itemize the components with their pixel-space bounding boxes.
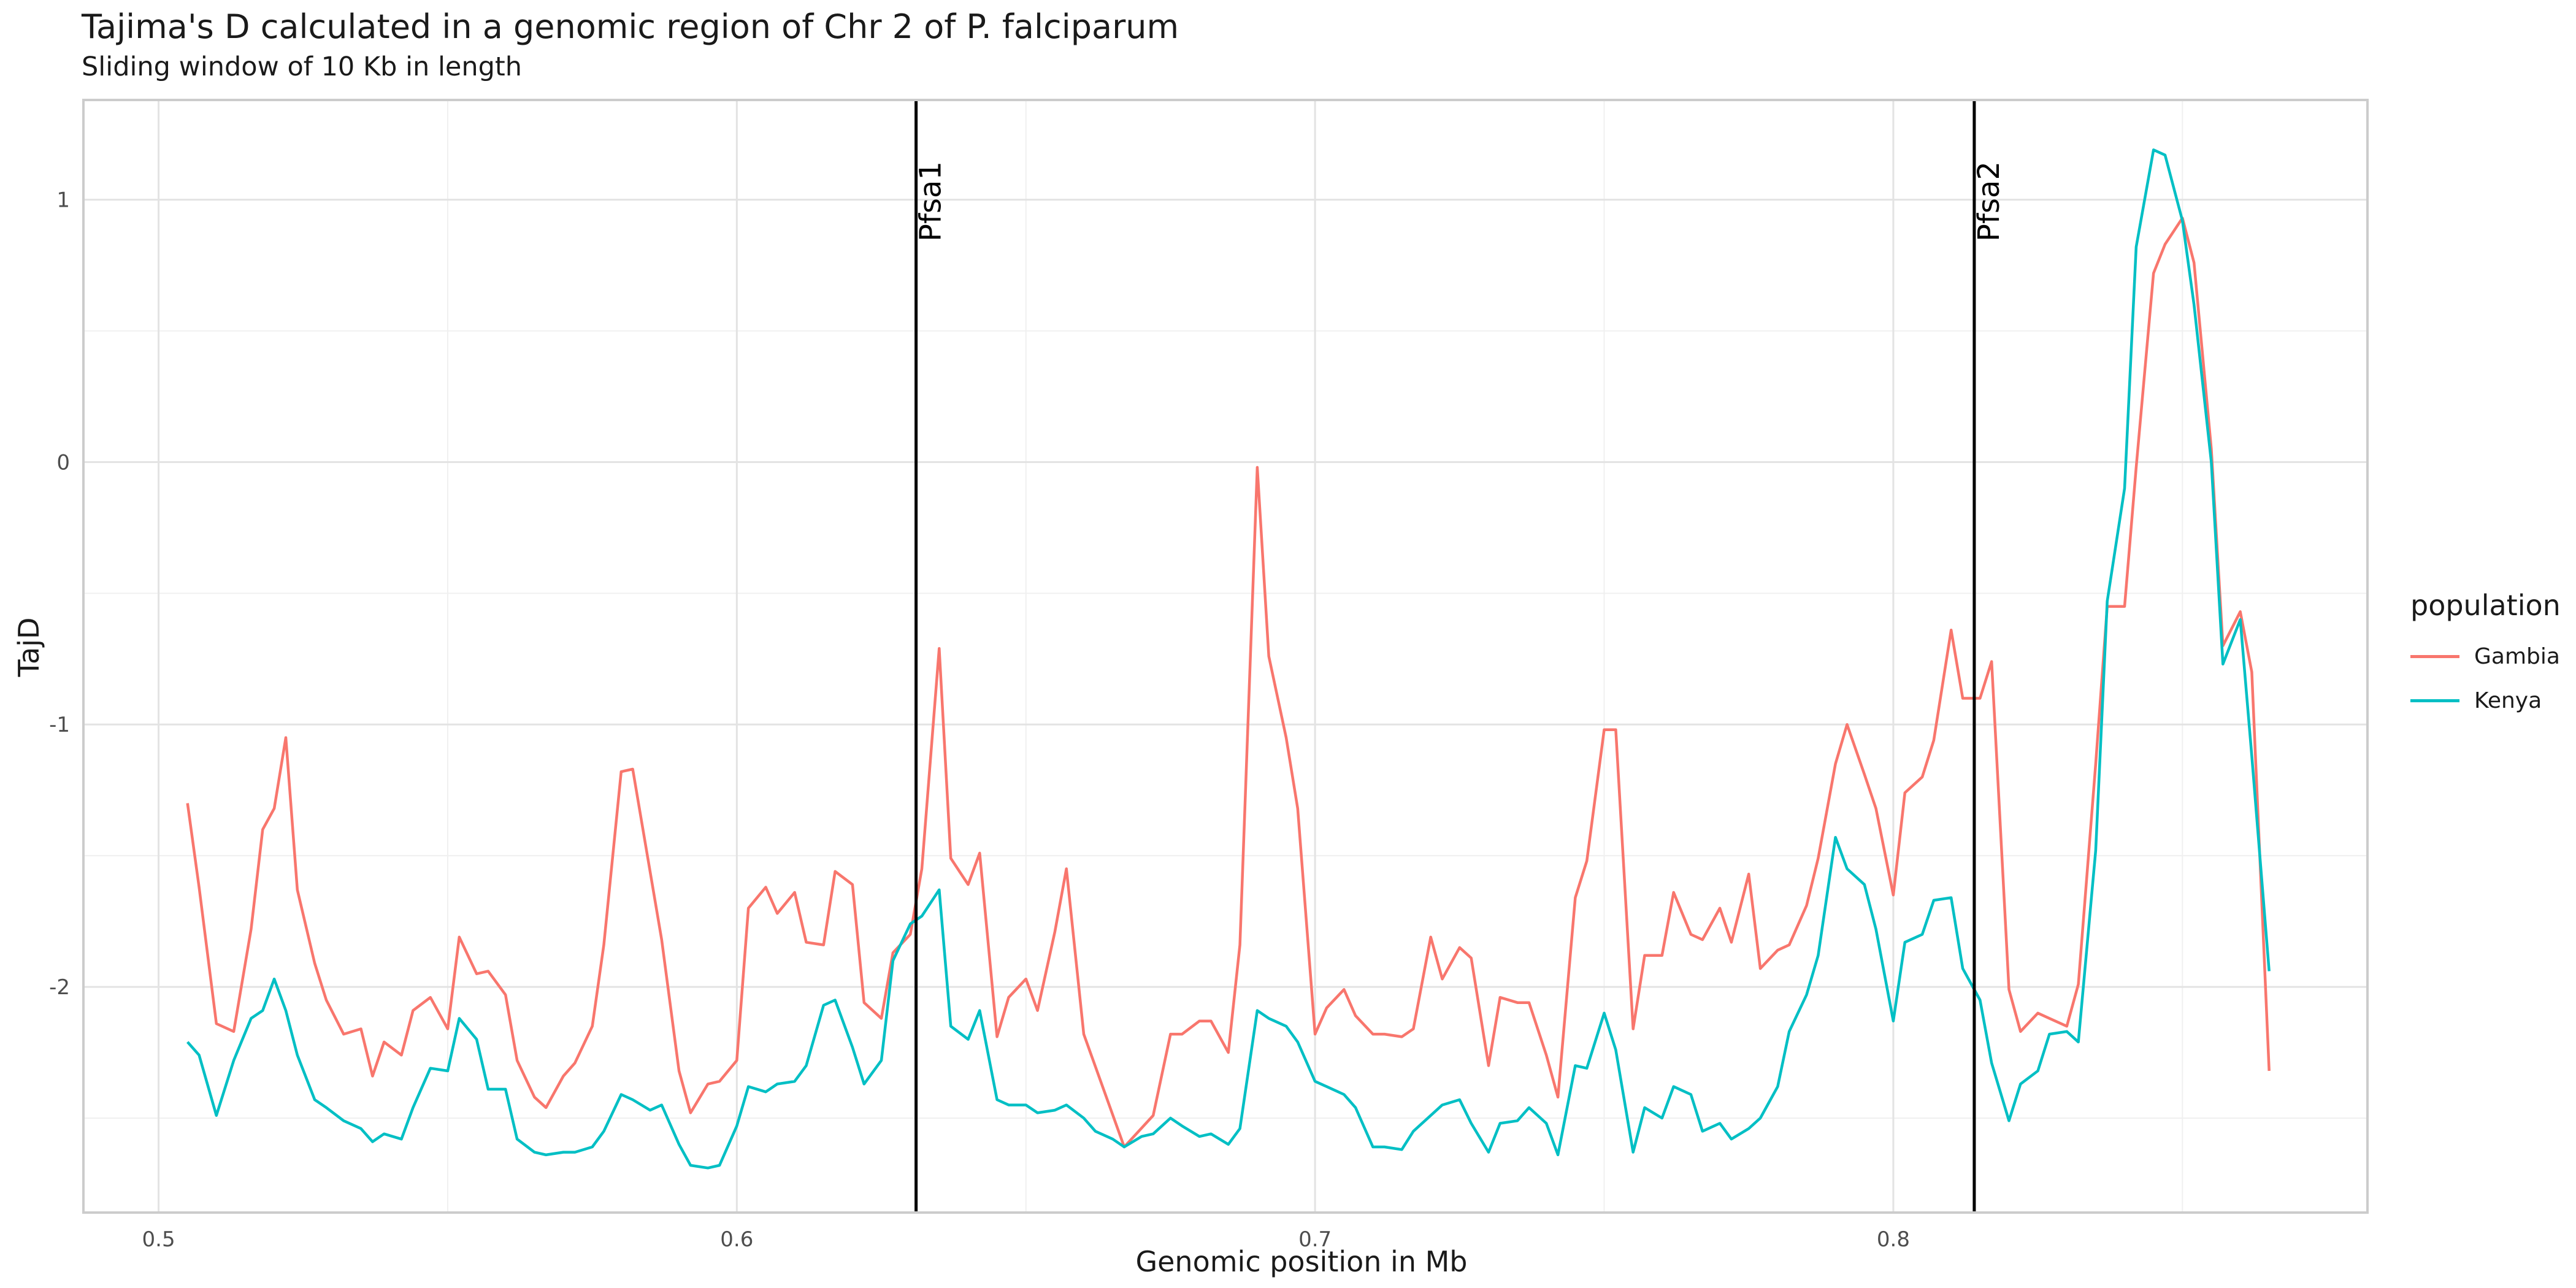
legend-key-gambia	[2410, 654, 2459, 658]
vline-label-pfsa2: Pfsa2	[1972, 161, 2006, 242]
plot-panel	[83, 100, 2367, 1213]
y-tick-label: -2	[49, 975, 70, 1000]
chart-subtitle: Sliding window of 10 Kb in length	[82, 52, 523, 82]
x-tick-label: 0.7	[1298, 1227, 1332, 1252]
legend-label-gambia: Gambia	[2474, 643, 2560, 669]
x-axis-label: Genomic position in Mb	[1135, 1245, 1468, 1278]
panel-border	[82, 99, 2369, 1214]
series-line-kenya	[186, 148, 2271, 1170]
legend-item-gambia: Gambia	[2410, 634, 2561, 678]
chart-title: Tajima's D calculated in a genomic regio…	[82, 7, 1179, 46]
series-line-gambia	[186, 217, 2271, 1149]
legend-item-kenya: Kenya	[2410, 678, 2561, 723]
legend: population Gambia Kenya	[2410, 589, 2561, 723]
x-tick-label: 0.6	[720, 1227, 753, 1252]
legend-key-kenya	[2410, 699, 2459, 702]
vline-label-pfsa1: Pfsa1	[914, 161, 948, 242]
y-tick-label: 0	[56, 450, 70, 475]
x-tick-label: 0.5	[142, 1227, 175, 1252]
legend-label-kenya: Kenya	[2474, 688, 2542, 713]
x-tick-label: 0.8	[1877, 1227, 1910, 1252]
y-tick-label: -1	[49, 713, 70, 737]
legend-title: population	[2410, 589, 2561, 622]
y-tick-label: 1	[56, 188, 70, 213]
